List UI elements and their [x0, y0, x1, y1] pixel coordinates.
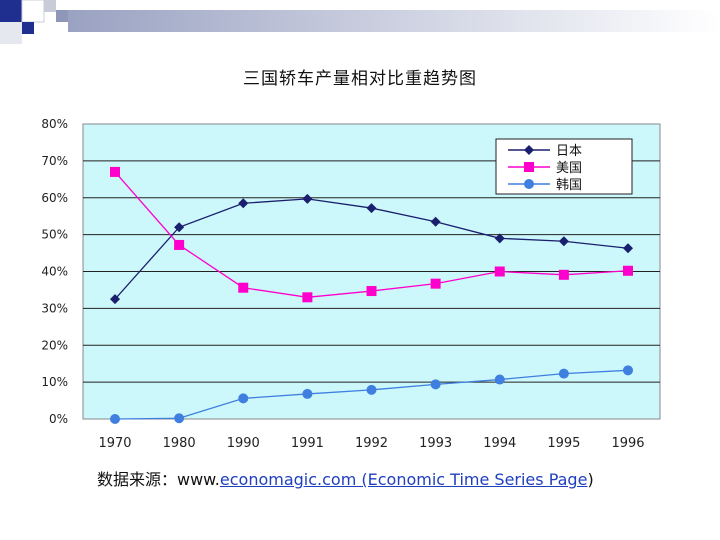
data-point-2 [494, 374, 505, 385]
legend-label: 美国 [556, 161, 582, 176]
y-tick-label: 80% [41, 117, 68, 131]
data-point-1 [110, 166, 120, 177]
data-point-2 [110, 414, 120, 424]
data-point-0 [174, 222, 185, 233]
y-tick-label: 70% [41, 154, 68, 168]
data-point-0 [302, 193, 313, 204]
legend-marker [524, 179, 534, 189]
data-point-2 [238, 393, 249, 404]
source-end: ) [587, 470, 594, 489]
data-point-1 [366, 286, 377, 297]
data-point-0 [494, 233, 505, 244]
legend-label: 日本 [556, 144, 582, 159]
data-point-0 [238, 198, 249, 209]
data-point-0 [110, 294, 120, 305]
x-tick-label: 1990 [227, 436, 260, 451]
chart-title: 三国轿车产量相对比重趋势图 [243, 69, 477, 89]
x-tick-label: 1995 [547, 436, 580, 451]
y-tick-label: 20% [41, 338, 68, 352]
y-tick-label: 40% [41, 265, 68, 279]
data-point-2 [623, 365, 633, 376]
data-point-0 [558, 236, 569, 247]
data-point-1 [302, 292, 313, 303]
x-tick-label: 1980 [163, 436, 196, 451]
data-point-0 [366, 203, 377, 214]
data-point-2 [366, 384, 377, 395]
y-tick-label: 10% [41, 375, 68, 389]
data-point-1 [238, 282, 249, 293]
data-point-1 [174, 239, 185, 250]
source-label: 数据来源：www. [97, 470, 220, 489]
data-point-0 [623, 243, 633, 254]
corner-decoration [0, 0, 720, 44]
x-tick-label: 1996 [611, 436, 644, 451]
data-point-1 [623, 265, 633, 276]
source-link[interactable]: economagic.com (Economic Time Series Pag… [219, 470, 588, 489]
line-chart: 0% 10% 20% 30% 40% 50% 60% 70% 80% 1970 1980 1990 19… [41, 117, 661, 451]
y-tick-label: 0% [49, 412, 68, 426]
source-note: 数据来源：www.economagic.com (Economic Time S… [97, 466, 594, 490]
data-point-1 [430, 278, 441, 289]
x-tick-label: 1994 [483, 436, 516, 451]
x-tick-label: 1992 [355, 436, 388, 451]
data-point-2 [302, 388, 313, 399]
x-tick-label: 1991 [291, 436, 324, 451]
legend-marker [524, 145, 534, 155]
y-tick-label: 50% [41, 228, 68, 242]
legend-marker [524, 162, 534, 172]
x-tick-label: 1970 [98, 436, 131, 451]
x-tick-label: 1993 [419, 436, 452, 451]
data-point-1 [494, 266, 505, 277]
data-point-1 [558, 269, 569, 280]
legend-label: 韩国 [556, 178, 582, 193]
data-point-0 [430, 216, 441, 227]
y-tick-label: 30% [41, 301, 68, 315]
data-point-2 [430, 379, 441, 390]
data-point-2 [558, 368, 569, 379]
y-tick-label: 60% [41, 191, 68, 205]
data-point-2 [174, 413, 185, 424]
